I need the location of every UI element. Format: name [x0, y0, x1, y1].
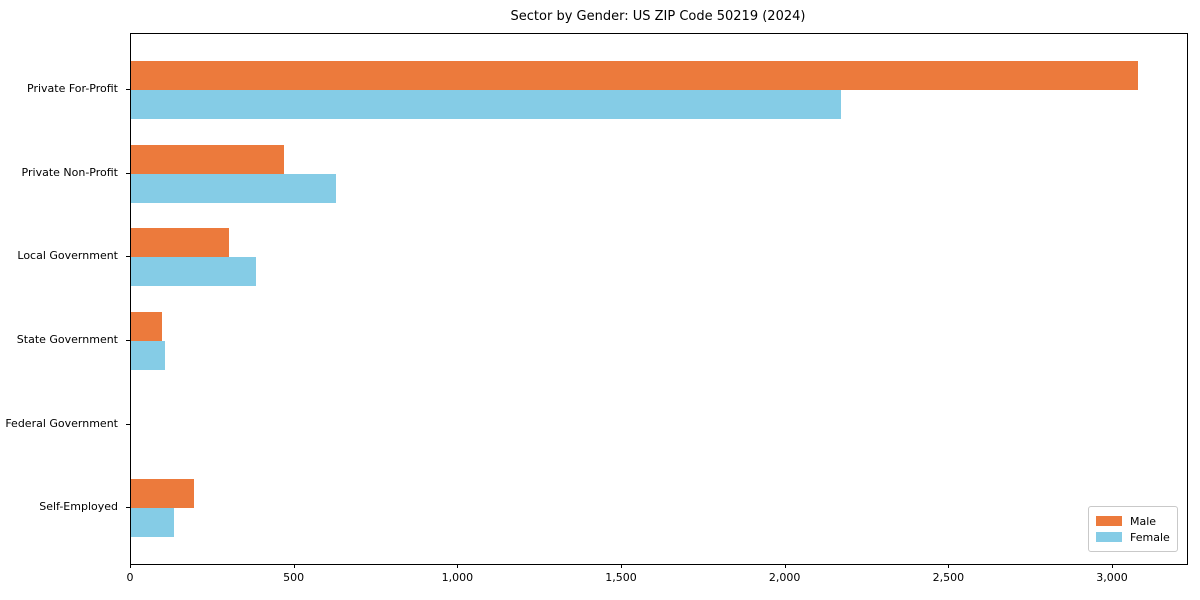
y-axis-label: Private Non-Profit: [21, 165, 118, 179]
y-tick-mark: [126, 339, 130, 341]
x-axis-label: 0: [126, 571, 134, 584]
male-color-swatch: [1096, 516, 1122, 526]
bar-male-state-government: [131, 311, 163, 341]
x-tick-mark: [1112, 564, 1114, 568]
y-tick-mark: [126, 423, 130, 425]
y-tick-mark: [126, 172, 130, 174]
bar-female-local-government: [131, 257, 257, 287]
bar-female-private-for-profit: [131, 89, 842, 119]
plot-area: [130, 33, 1188, 565]
x-axis-label: 1,000: [441, 571, 474, 584]
bar-male-private-non-profit: [131, 144, 285, 174]
x-axis-label: 2,500: [932, 571, 965, 584]
legend: Male Female: [1088, 506, 1178, 552]
chart-title: Sector by Gender: US ZIP Code 50219 (202…: [510, 9, 806, 24]
bar-female-state-government: [131, 340, 166, 370]
legend-label-male: Male: [1130, 514, 1157, 528]
y-axis-label: Federal Government: [5, 416, 118, 430]
female-color-swatch: [1096, 532, 1122, 542]
x-tick-mark: [293, 564, 295, 568]
bar-female-private-non-profit: [131, 173, 337, 203]
y-tick-mark: [126, 256, 130, 258]
legend-label-female: Female: [1130, 530, 1170, 544]
legend-item-male: Male: [1096, 513, 1169, 529]
x-tick-mark: [457, 564, 459, 568]
x-axis-label: 1,500: [605, 571, 637, 584]
bar-male-local-government: [131, 228, 229, 258]
x-tick-mark: [948, 564, 950, 568]
x-tick-mark: [784, 564, 786, 568]
x-tick-mark: [130, 564, 131, 568]
y-tick-mark: [126, 507, 130, 509]
y-axis-label: Local Government: [17, 249, 118, 263]
bar-male-private-for-profit: [131, 60, 1138, 90]
y-tick-mark: [126, 88, 130, 90]
x-axis-label: 2,000: [768, 571, 801, 584]
x-axis-label: 500: [283, 571, 305, 584]
legend-item-female: Female: [1096, 529, 1170, 545]
x-tick-mark: [621, 564, 622, 568]
x-axis-label: 3,000: [1096, 571, 1128, 584]
y-axis-label: Self-Employed: [39, 500, 118, 514]
bar-female-self-employed: [131, 508, 175, 538]
y-axis-label: Private For-Profit: [27, 81, 118, 95]
y-axis-label: State Government: [16, 332, 118, 346]
bar-male-self-employed: [131, 479, 195, 509]
